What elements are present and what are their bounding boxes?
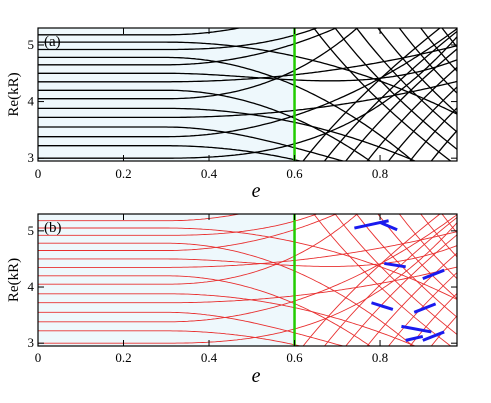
level-curve — [420, 28, 457, 73]
level-curve — [398, 28, 457, 94]
level-curve — [377, 28, 457, 115]
level-curve — [323, 30, 457, 161]
highlighted-curve — [379, 221, 398, 232]
level-curve — [38, 28, 457, 138]
level-curve — [38, 45, 457, 83]
level-curve — [38, 293, 417, 346]
level-curve — [38, 214, 457, 323]
level-curve — [38, 231, 457, 268]
level-curve — [38, 227, 457, 300]
level-curve — [38, 311, 345, 346]
x-tick-label: 0 — [35, 350, 42, 365]
level-curve — [313, 28, 451, 161]
level-curve — [430, 129, 457, 161]
level-curve — [430, 315, 457, 346]
y-axis-label: Re(kR) — [6, 258, 22, 302]
plot-area — [38, 214, 457, 346]
level-curve — [38, 89, 372, 161]
level-curve — [38, 242, 414, 346]
level-curve — [398, 214, 457, 280]
level-curve — [38, 28, 319, 51]
level-curve — [38, 36, 457, 159]
level-curve — [38, 56, 414, 161]
x-axis-label: e — [252, 365, 261, 387]
plot-frame — [37, 27, 458, 162]
shaded-region — [38, 214, 295, 346]
level-curve — [302, 28, 441, 161]
level-curve — [388, 86, 457, 161]
level-curve — [38, 222, 457, 344]
y-tick-label: 3 — [28, 335, 35, 350]
level-curve — [38, 275, 371, 346]
level-curve — [38, 28, 338, 66]
panel-b: 0 0.2 0.4 0.6 0.8 3 4 5 Re(kR) e (b) — [6, 213, 458, 387]
x-tick-label: 0.8 — [372, 350, 388, 365]
level-curve — [38, 126, 346, 161]
x-axis-label: e — [252, 180, 261, 202]
level-curve — [356, 214, 457, 318]
plot-area — [38, 28, 457, 161]
level-curve — [38, 214, 338, 251]
level-curve — [441, 28, 457, 48]
y-tick-label: 4 — [28, 94, 35, 109]
highlighted-curve — [422, 268, 445, 280]
y-axis-label: Re(kR) — [6, 72, 22, 116]
level-curve — [388, 271, 457, 346]
shaded-region — [38, 28, 295, 161]
level-curve — [38, 59, 457, 82]
level-curve — [324, 216, 457, 346]
level-curve — [38, 214, 358, 285]
level-curve — [409, 107, 457, 161]
x-tick-label: 0 — [35, 166, 42, 181]
highlighted-curve — [413, 302, 437, 314]
level-curve — [38, 214, 318, 236]
level-curve — [38, 41, 457, 115]
plot-frame — [37, 213, 458, 347]
panel-label: (a) — [44, 34, 61, 50]
y-tick-label: 5 — [28, 37, 35, 52]
level-curve — [38, 107, 417, 161]
level-curve — [345, 234, 457, 346]
level-curve — [355, 28, 457, 133]
highlighted-curve — [405, 334, 424, 342]
x-tick-label: 0.6 — [286, 350, 303, 365]
x-tick-label: 0.4 — [201, 166, 218, 181]
level-curve — [334, 214, 457, 335]
level-curve — [302, 214, 441, 346]
x-tick-label: 0.6 — [286, 166, 303, 181]
level-curve — [441, 214, 457, 234]
y-tick-label: 4 — [28, 279, 35, 294]
panel-a: 0 0.2 0.4 0.6 0.8 3 4 5 Re(kR) e (a) — [6, 27, 458, 202]
x-tick-label: 0.2 — [115, 166, 131, 181]
highlighted-curve — [422, 330, 445, 342]
level-curve — [377, 214, 457, 300]
level-curve — [334, 28, 457, 151]
level-curve — [38, 214, 242, 222]
level-curve — [38, 266, 457, 304]
x-tick-label: 0.8 — [372, 166, 388, 181]
y-tick-label: 3 — [28, 150, 35, 165]
highlighted-curve — [354, 219, 389, 230]
level-curve — [38, 28, 359, 100]
level-curve — [38, 145, 303, 161]
panel-label: (b) — [44, 220, 62, 236]
level-curve — [409, 292, 457, 346]
level-curve — [420, 214, 457, 258]
x-tick-label: 0.4 — [201, 350, 218, 365]
level-curve — [366, 252, 457, 346]
level-curve — [345, 48, 457, 161]
level-curve — [38, 28, 243, 36]
highlighted-curve — [384, 261, 406, 269]
x-tick-label: 0.2 — [115, 350, 131, 365]
highlighted-curve — [401, 324, 432, 334]
y-tick-label: 5 — [28, 223, 35, 238]
level-curve — [366, 66, 457, 161]
level-curve — [38, 330, 303, 346]
highlighted-curve — [371, 301, 394, 311]
